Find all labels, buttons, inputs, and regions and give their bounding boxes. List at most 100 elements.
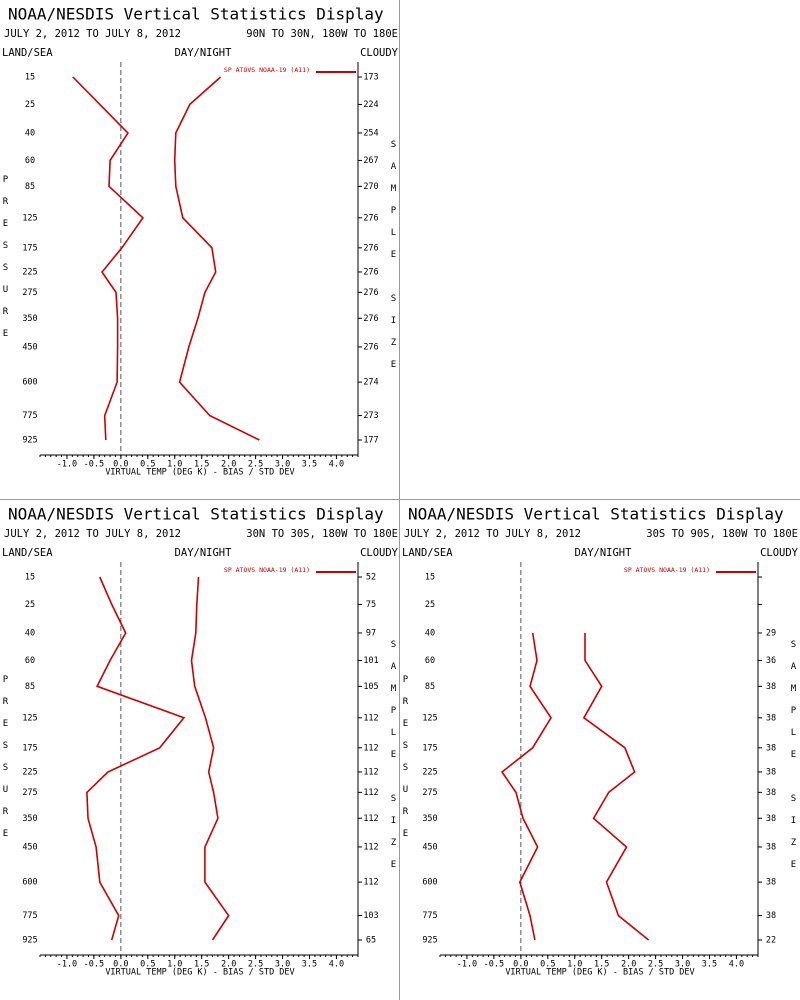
x-tick-label: 1.0	[167, 460, 182, 470]
sample-size-label: 276	[363, 342, 378, 352]
land-sea: LAND/SEA	[2, 547, 53, 559]
series-line	[500, 632, 552, 941]
x-tick-label: 2.0	[221, 460, 236, 470]
y-tick-label: 450	[422, 842, 437, 852]
y-axis-label: PRESSURE	[1, 175, 11, 351]
sample-size-label: 75	[366, 600, 376, 610]
x-tick-label: 0.0	[113, 960, 128, 970]
x-tick-label: -1.0	[457, 960, 477, 970]
x-tick-label: 1.5	[194, 460, 209, 470]
sample-size-label: 65	[366, 936, 376, 946]
y-tick-label: 175	[22, 743, 37, 753]
sample-size-label: 112	[363, 743, 378, 753]
land-sea: LAND/SEA	[402, 547, 453, 559]
y-tick-label: 350	[22, 814, 37, 824]
y-tick-label: 600	[22, 378, 37, 388]
y-tick-label: 25	[25, 100, 35, 110]
sample-size-label: 112	[363, 767, 378, 777]
sample-size-label: 276	[363, 213, 378, 223]
cloud: CLOUDY	[760, 547, 799, 559]
y-tick-label: 60	[25, 156, 35, 166]
y-tick-label: 40	[425, 628, 435, 638]
y-tick-label: 925	[22, 436, 37, 446]
series-line	[86, 576, 186, 941]
sample-size-label: 112	[363, 842, 378, 852]
day-night: DAY/NIGHT	[175, 547, 233, 559]
y-tick-label: 125	[422, 713, 437, 723]
sample-size-label: 38	[766, 788, 776, 798]
sample-size-label: 276	[363, 267, 378, 277]
series-line	[173, 76, 260, 441]
x-tick-label: 1.5	[194, 960, 209, 970]
y-tick-label: 85	[25, 182, 35, 192]
cloud: CLOUDY	[360, 47, 399, 59]
x-tick-label: 4.0	[729, 960, 744, 970]
y-tick-label: 85	[25, 682, 35, 692]
y-axis-label: PRESSURE	[1, 675, 11, 851]
y-tick-label: 25	[25, 600, 35, 610]
y-tick-label: 175	[22, 243, 37, 253]
x-tick-label: 4.0	[329, 460, 344, 470]
sample-size-label: 276	[363, 314, 378, 324]
y-tick-label: 450	[22, 342, 37, 352]
sample-size-label: 173	[363, 73, 378, 83]
x-tick-label: 2.5	[248, 960, 263, 970]
panel-title: NOAA/NESDIS Vertical Statistics Display	[408, 505, 784, 524]
sample-size-label: 101	[363, 656, 378, 666]
sample-size-label: 103	[363, 911, 378, 921]
y-tick-label: 925	[22, 936, 37, 946]
date-range: JULY 2, 2012 TO JULY 8, 2012	[4, 528, 181, 540]
sample-size-label: 38	[766, 878, 776, 888]
date-range: JULY 2, 2012 TO JULY 8, 2012	[404, 528, 581, 540]
region: 30S TO 90S, 180W TO 180E	[646, 528, 798, 540]
sample-size-label: 112	[363, 788, 378, 798]
x-tick-label: 0.5	[140, 960, 155, 970]
x-tick-label: 1.0	[567, 960, 582, 970]
x-tick-label: 3.5	[702, 960, 717, 970]
x-tick-label: 2.5	[248, 460, 263, 470]
day-night: DAY/NIGHT	[175, 47, 233, 59]
series-line	[190, 576, 230, 941]
sample-size-label: 36	[766, 656, 776, 666]
region: 30N TO 30S, 180W TO 180E	[246, 528, 398, 540]
x-tick-label: -0.5	[84, 460, 104, 470]
y-tick-label: 40	[25, 128, 35, 138]
x-tick-label: 0.5	[140, 460, 155, 470]
y-tick-label: 350	[422, 814, 437, 824]
y-tick-label: 225	[22, 767, 37, 777]
x-tick-label: 2.0	[621, 960, 636, 970]
sample-size-label: 38	[766, 814, 776, 824]
y-tick-label: 225	[422, 767, 437, 777]
sample-size-label: 38	[766, 842, 776, 852]
y-tick-label: 225	[22, 267, 37, 277]
y-tick-label: 350	[22, 314, 37, 324]
y-tick-label: 25	[425, 600, 435, 610]
y-tick-label: 775	[422, 911, 437, 921]
x-tick-label: 1.5	[594, 960, 609, 970]
x-tick-label: 3.5	[302, 960, 317, 970]
region: 90N TO 30N, 180W TO 180E	[246, 28, 398, 40]
sample-size-label: 267	[363, 156, 378, 166]
sample-size-label: 276	[363, 243, 378, 253]
x-tick-label: 0.0	[113, 460, 128, 470]
x-tick-label: 0.0	[513, 960, 528, 970]
x-axis-label: VIRTUAL TEMP (DEG K) - BIAS / STD DEV	[105, 968, 294, 978]
y-tick-label: 925	[422, 936, 437, 946]
x-tick-label: 0.5	[540, 960, 555, 970]
sample-size-label: 224	[363, 100, 378, 110]
sample-size-label: 97	[366, 628, 376, 638]
x-axis-label: VIRTUAL TEMP (DEG K) - BIAS / STD DEV	[105, 468, 294, 478]
sample-size-label: 22	[766, 936, 776, 946]
y-tick-label: 275	[22, 288, 37, 298]
x-tick-label: 2.5	[648, 960, 663, 970]
y-tick-label: 775	[22, 411, 37, 421]
panel-title: NOAA/NESDIS Vertical Statistics Display	[8, 5, 384, 24]
y-axis-label: PRESSURE	[401, 675, 411, 851]
series-line	[582, 633, 650, 941]
sample-size-label: 38	[766, 682, 776, 692]
legend-label: SP ATOVS NOAA-19 (A11)	[624, 566, 710, 574]
y-tick-label: 15	[25, 73, 35, 83]
panel: NOAA/NESDIS Vertical Statistics Display J…	[1, 505, 399, 978]
sample-size-label: 112	[363, 878, 378, 888]
y-tick-label: 125	[22, 213, 37, 223]
